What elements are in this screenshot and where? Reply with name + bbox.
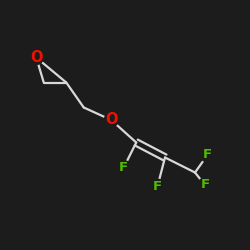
Circle shape [150, 179, 164, 193]
Text: O: O [30, 50, 42, 65]
Circle shape [104, 113, 118, 127]
Text: F: F [153, 180, 162, 193]
Text: F: F [119, 161, 128, 174]
Circle shape [117, 160, 131, 174]
Text: F: F [203, 148, 212, 162]
Circle shape [29, 50, 43, 64]
Circle shape [198, 178, 212, 192]
Text: F: F [200, 178, 209, 192]
Text: O: O [105, 112, 118, 128]
Circle shape [200, 148, 214, 162]
